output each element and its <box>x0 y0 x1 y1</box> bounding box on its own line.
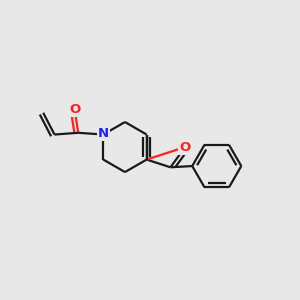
Text: O: O <box>179 141 191 154</box>
Text: O: O <box>69 103 80 116</box>
Text: N: N <box>98 127 109 140</box>
